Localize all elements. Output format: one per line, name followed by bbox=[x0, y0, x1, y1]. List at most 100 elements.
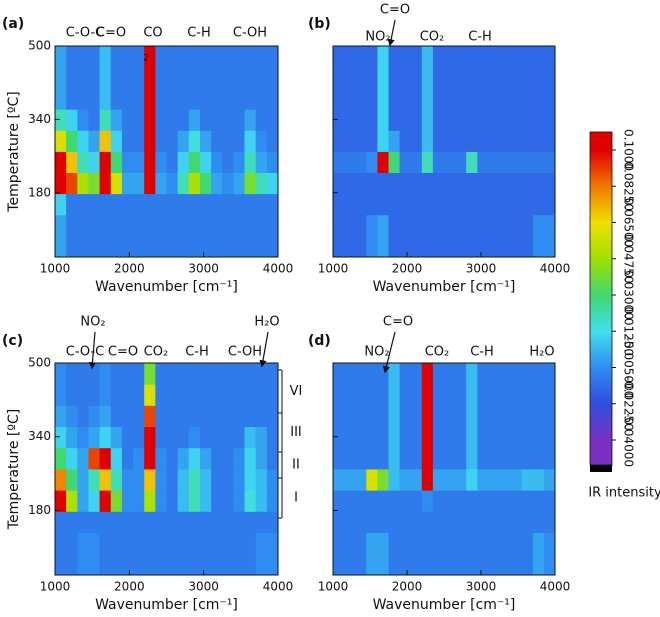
heatmap-cell bbox=[366, 363, 378, 385]
heatmap-cell bbox=[510, 46, 523, 68]
heatmap-cell bbox=[66, 447, 78, 470]
heatmap-cell bbox=[77, 46, 89, 68]
heatmap-cell bbox=[355, 553, 367, 576]
heatmap-cell bbox=[543, 426, 556, 449]
heatmap-cell bbox=[532, 151, 545, 173]
heatmap-cell bbox=[233, 235, 245, 258]
heatmap-cell bbox=[455, 172, 467, 195]
heatmap-cell bbox=[366, 511, 378, 533]
x-tick-label: 3000 bbox=[188, 580, 219, 594]
x-tick-label: 2000 bbox=[114, 262, 145, 276]
heatmap-cell bbox=[499, 490, 511, 512]
heatmap-cell bbox=[133, 405, 145, 427]
heatmap-cell bbox=[121, 130, 134, 152]
heatmap-cell bbox=[532, 46, 545, 68]
heatmap-cell bbox=[99, 193, 112, 216]
annotation-arrow bbox=[259, 331, 269, 368]
heatmap-cell bbox=[133, 235, 145, 258]
heatmap-cell bbox=[177, 532, 190, 555]
heatmap-cell bbox=[121, 405, 134, 427]
heatmap-cell bbox=[266, 363, 279, 385]
band-annotation: H₂O bbox=[529, 345, 554, 360]
heatmap-cell bbox=[77, 88, 89, 110]
heatmap-cell bbox=[177, 214, 190, 237]
heatmap-cell bbox=[399, 46, 412, 68]
heatmap-cell bbox=[166, 511, 179, 533]
heatmap-cell bbox=[488, 426, 500, 449]
heatmap-cell bbox=[88, 88, 100, 110]
heatmap-cell bbox=[444, 426, 456, 449]
heatmap-cell bbox=[344, 469, 356, 491]
heatmap-cell bbox=[199, 363, 212, 385]
heatmap-cell bbox=[177, 511, 190, 533]
heatmap-cell bbox=[455, 405, 467, 427]
heatmap-cell bbox=[466, 384, 478, 406]
heatmap-cell bbox=[399, 490, 412, 512]
heatmap-cell bbox=[366, 193, 378, 216]
heatmap-cell bbox=[410, 469, 423, 491]
heatmap-cell bbox=[55, 88, 67, 110]
heatmap-cell bbox=[188, 532, 201, 555]
heatmap-cell bbox=[344, 214, 356, 237]
heatmap-cell bbox=[244, 193, 257, 216]
heatmap-cell bbox=[521, 447, 534, 470]
heatmap-cell bbox=[499, 214, 511, 237]
panel-label: (b) bbox=[308, 16, 331, 32]
heatmap-cell bbox=[177, 235, 190, 258]
heatmap-cell bbox=[488, 172, 500, 195]
heatmap-cell bbox=[255, 130, 268, 152]
heatmap-cell bbox=[488, 151, 500, 173]
heatmap-cell bbox=[532, 511, 545, 533]
heatmap-cell bbox=[366, 46, 378, 68]
heatmap-cell bbox=[222, 469, 234, 491]
heatmap-cell bbox=[510, 67, 523, 89]
heatmap-cell bbox=[466, 46, 478, 68]
heatmap-cell bbox=[521, 532, 534, 555]
heatmap-cell bbox=[255, 172, 268, 195]
heatmap-cell bbox=[233, 469, 245, 491]
heatmap-cell bbox=[521, 405, 534, 427]
heatmap-cell bbox=[166, 235, 179, 258]
heatmap-cell bbox=[110, 447, 123, 470]
heatmap-cell bbox=[211, 426, 223, 449]
heatmap-cell bbox=[144, 67, 156, 89]
heatmap-cell bbox=[366, 469, 378, 491]
heatmap-cell bbox=[222, 384, 234, 406]
heatmap-cell bbox=[421, 151, 434, 173]
heatmap-cell bbox=[355, 193, 367, 216]
heatmap-cell bbox=[121, 469, 134, 491]
heatmap-cell bbox=[532, 67, 545, 89]
heatmap-cell bbox=[521, 172, 534, 195]
heatmap-cell bbox=[211, 109, 223, 131]
heatmap-cell bbox=[355, 469, 367, 491]
annotation-arrow bbox=[387, 19, 396, 47]
heatmap-cell bbox=[88, 553, 100, 576]
heatmap-cell bbox=[543, 405, 556, 427]
heatmap-cell bbox=[99, 426, 112, 449]
heatmap-cell bbox=[388, 363, 400, 385]
heatmap-cell bbox=[66, 384, 78, 406]
heatmap-cell bbox=[77, 172, 89, 195]
heatmap-cell bbox=[543, 67, 556, 89]
heatmap-cell bbox=[66, 511, 78, 533]
heatmap-cell bbox=[188, 469, 201, 491]
heatmap-cell bbox=[66, 172, 78, 195]
heatmap-cell bbox=[421, 109, 434, 131]
heatmap-cell bbox=[211, 447, 223, 470]
heatmap-cell bbox=[366, 447, 378, 470]
heatmap-cell bbox=[233, 490, 245, 512]
heatmap-cell bbox=[477, 447, 489, 470]
heatmap-cell bbox=[466, 490, 478, 512]
heatmap-cell bbox=[488, 511, 500, 533]
heatmap-cell bbox=[432, 130, 445, 152]
heatmap-cell bbox=[155, 405, 167, 427]
heatmap-cell bbox=[88, 447, 100, 470]
heatmap-cell bbox=[477, 88, 489, 110]
heatmap-cell bbox=[110, 490, 123, 512]
heatmap-cell bbox=[466, 405, 478, 427]
heatmap-cell bbox=[177, 447, 190, 470]
heatmap-cell bbox=[55, 426, 67, 449]
band-annotation: H₂O bbox=[254, 315, 279, 330]
heatmap-cell bbox=[166, 532, 179, 555]
heatmap-cell bbox=[388, 511, 400, 533]
